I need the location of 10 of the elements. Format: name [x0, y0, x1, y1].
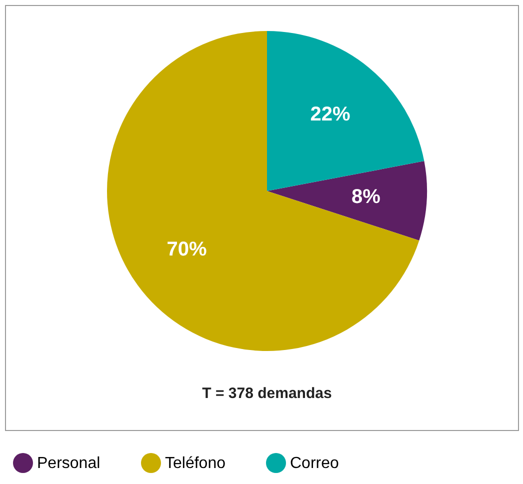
pie-slice [267, 161, 427, 240]
pie-slice [267, 31, 424, 191]
pie-slice [107, 31, 420, 351]
data-label: 8% [352, 186, 381, 208]
legend-label: Personal [37, 455, 100, 472]
data-label: 22% [310, 104, 350, 126]
text: T = 378 demandas [202, 385, 332, 402]
legend-label: Teléfono [165, 455, 226, 472]
legend-label: Correo [290, 455, 340, 472]
data-label: 70% [166, 238, 207, 260]
